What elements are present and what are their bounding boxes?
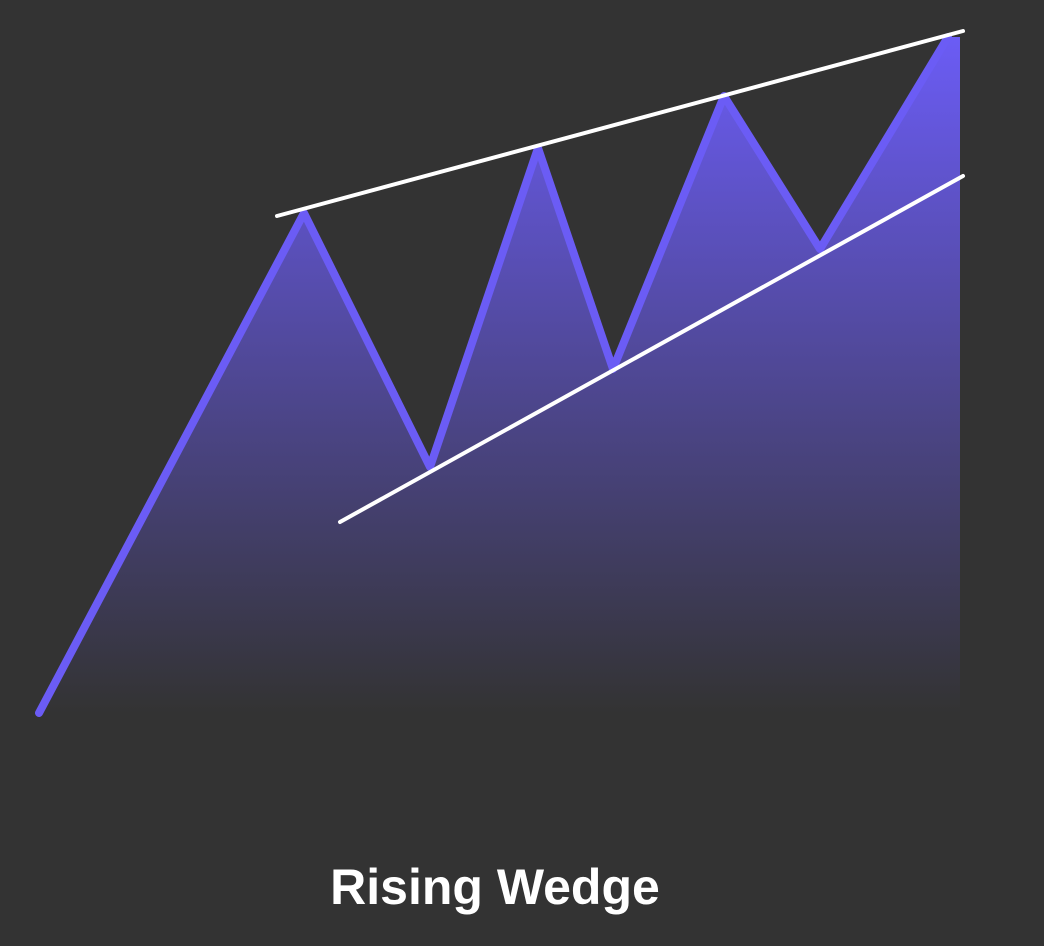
price-zigzag-line — [35, 33, 952, 717]
diagram-caption: Rising Wedge — [330, 859, 660, 915]
upper-resistance-trendline — [275, 29, 965, 218]
price-area-fill — [39, 37, 960, 713]
lower-support-trendline — [338, 174, 965, 524]
